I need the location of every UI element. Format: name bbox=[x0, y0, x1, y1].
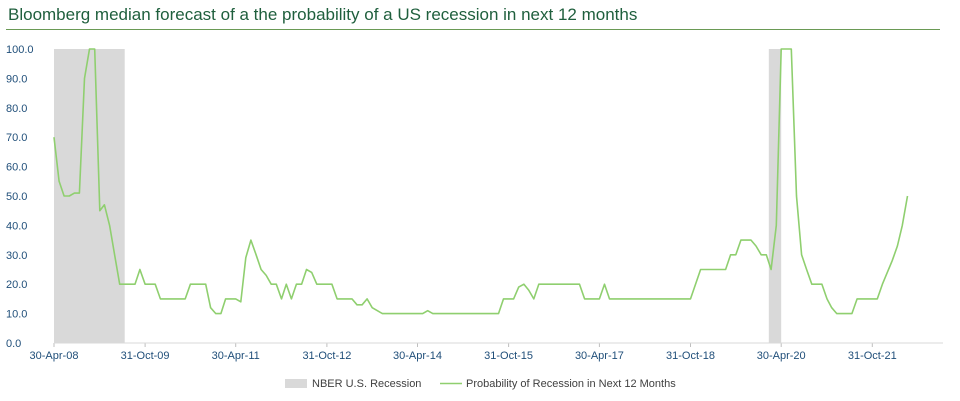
y-axis: 0.0 10.0 20.0 30.0 40.0 50.0 60.0 70.0 80.0 90.0 1… bbox=[6, 44, 34, 350]
x-tick-label: 31-Oct-15 bbox=[484, 350, 533, 362]
legend-swatch-recession bbox=[285, 379, 307, 388]
x-tick-label: 31-Oct-12 bbox=[302, 350, 351, 362]
x-tick-label: 30-Apr-08 bbox=[30, 350, 79, 362]
y-tick-label: 70.0 bbox=[6, 132, 27, 144]
x-tick-label: 30-Apr-11 bbox=[212, 350, 260, 362]
y-tick-label: 100.0 bbox=[6, 44, 34, 56]
y-tick-label: 40.0 bbox=[6, 220, 27, 232]
chart-title: Bloomberg median forecast of a the proba… bbox=[8, 5, 638, 24]
series-line-probability bbox=[53, 48, 909, 315]
x-tick-label: 31-Oct-21 bbox=[848, 350, 897, 362]
legend-label-recession: NBER U.S. Recession bbox=[312, 378, 421, 390]
legend-label-probability: Probability of Recession in Next 12 Mont… bbox=[466, 378, 676, 390]
y-tick-label: 0.0 bbox=[6, 338, 21, 350]
y-tick-label: 50.0 bbox=[6, 191, 27, 203]
x-tick-label: 30-Apr-20 bbox=[757, 350, 806, 362]
y-tick-label: 10.0 bbox=[6, 309, 27, 321]
y-tick-label: 90.0 bbox=[6, 73, 27, 85]
y-tick-label: 80.0 bbox=[6, 103, 27, 115]
x-tick-label: 31-Oct-09 bbox=[121, 350, 170, 362]
y-tick-label: 20.0 bbox=[6, 279, 27, 291]
x-tick-label: 30-Apr-14 bbox=[393, 350, 442, 362]
y-tick-label: 30.0 bbox=[6, 250, 27, 262]
title-divider bbox=[6, 29, 940, 30]
x-tick-label: 30-Apr-17 bbox=[575, 350, 624, 362]
x-tick-label: 31-Oct-18 bbox=[666, 350, 715, 362]
x-axis: 30-Apr-08 31-Oct-09 30-Apr-11 31-Oct-12 30-A… bbox=[30, 343, 897, 362]
y-tick-label: 60.0 bbox=[6, 162, 27, 174]
legend: NBER U.S. Recession Probability of Reces… bbox=[285, 378, 676, 390]
